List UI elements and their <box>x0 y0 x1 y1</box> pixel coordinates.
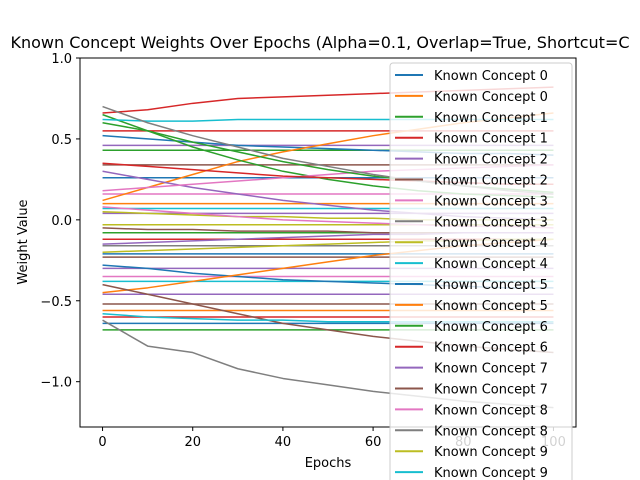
y-tick-label: 0.0 <box>51 214 72 229</box>
legend-label: Known Concept 2 <box>434 174 548 189</box>
legend-label: Known Concept 6 <box>434 320 548 335</box>
x-tick-label: 20 <box>184 435 201 450</box>
x-tick-label: 60 <box>365 435 382 450</box>
y-tick-label: −1.0 <box>40 376 72 391</box>
legend-label: Known Concept 0 <box>434 90 548 105</box>
legend-label: Known Concept 6 <box>434 341 548 356</box>
chart-title: Known Concept Weights Over Epochs (Alpha… <box>10 33 629 52</box>
legend-label: Known Concept 1 <box>434 111 548 126</box>
legend-label: Known Concept 3 <box>434 215 548 230</box>
x-tick-label: 40 <box>275 435 292 450</box>
legend-label: Known Concept 1 <box>434 132 548 147</box>
legend-label: Known Concept 3 <box>434 194 548 209</box>
y-tick-label: −0.5 <box>40 295 72 310</box>
plot-area-frame <box>79 57 577 428</box>
legend-label: Known Concept 5 <box>434 299 548 314</box>
legend: Known Concept 0 Known Concept 0 Known Conc… <box>389 62 573 480</box>
legend-label: Known Concept 9 <box>434 466 548 480</box>
legend-box <box>389 62 573 480</box>
y-tick-label: 1.0 <box>51 52 72 67</box>
legend-label: Known Concept 5 <box>434 278 548 293</box>
y-axis-label: Weight Value <box>16 199 31 284</box>
legend-label: Known Concept 9 <box>434 445 548 460</box>
legend-label: Known Concept 8 <box>434 424 548 439</box>
legend-label: Known Concept 8 <box>434 403 548 418</box>
legend-label: Known Concept 7 <box>434 383 548 398</box>
y-tick-label: 0.5 <box>51 133 72 148</box>
x-axis-label: Epochs <box>305 456 352 471</box>
legend-label: Known Concept 2 <box>434 153 548 168</box>
legend-label: Known Concept 4 <box>434 257 548 272</box>
legend-label: Known Concept 7 <box>434 362 548 377</box>
legend-label: Known Concept 4 <box>434 236 548 251</box>
legend-label: Known Concept 0 <box>434 69 548 84</box>
x-tick-label: 0 <box>98 435 106 450</box>
